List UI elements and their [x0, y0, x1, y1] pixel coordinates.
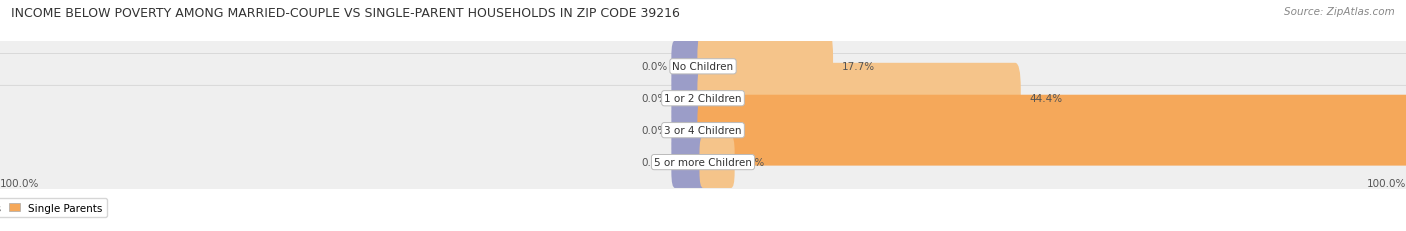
Text: 1 or 2 Children: 1 or 2 Children [664, 94, 742, 104]
Text: 0.0%: 0.0% [641, 62, 668, 72]
Legend: Married Couples, Single Parents: Married Couples, Single Parents [0, 198, 107, 217]
FancyBboxPatch shape [697, 64, 1021, 134]
FancyBboxPatch shape [700, 137, 734, 188]
FancyBboxPatch shape [0, 22, 1406, 175]
FancyBboxPatch shape [0, 0, 1406, 143]
Text: Source: ZipAtlas.com: Source: ZipAtlas.com [1284, 7, 1395, 17]
Text: No Children: No Children [672, 62, 734, 72]
FancyBboxPatch shape [0, 54, 1406, 207]
Text: INCOME BELOW POVERTY AMONG MARRIED-COUPLE VS SINGLE-PARENT HOUSEHOLDS IN ZIP COD: INCOME BELOW POVERTY AMONG MARRIED-COUPL… [11, 7, 681, 20]
Text: 0.0%: 0.0% [641, 94, 668, 104]
FancyBboxPatch shape [672, 105, 707, 156]
FancyBboxPatch shape [672, 41, 707, 93]
Text: 0.0%: 0.0% [641, 157, 668, 167]
FancyBboxPatch shape [672, 137, 707, 188]
Text: 0.0%: 0.0% [738, 157, 765, 167]
Text: 5 or more Children: 5 or more Children [654, 157, 752, 167]
FancyBboxPatch shape [0, 86, 1406, 231]
FancyBboxPatch shape [697, 32, 832, 102]
Text: 0.0%: 0.0% [641, 126, 668, 136]
Text: 44.4%: 44.4% [1029, 94, 1063, 104]
Text: 3 or 4 Children: 3 or 4 Children [664, 126, 742, 136]
Text: 100.0%: 100.0% [1367, 179, 1406, 188]
FancyBboxPatch shape [672, 73, 707, 125]
Text: 17.7%: 17.7% [841, 62, 875, 72]
FancyBboxPatch shape [697, 95, 1406, 166]
Text: 100.0%: 100.0% [0, 179, 39, 188]
